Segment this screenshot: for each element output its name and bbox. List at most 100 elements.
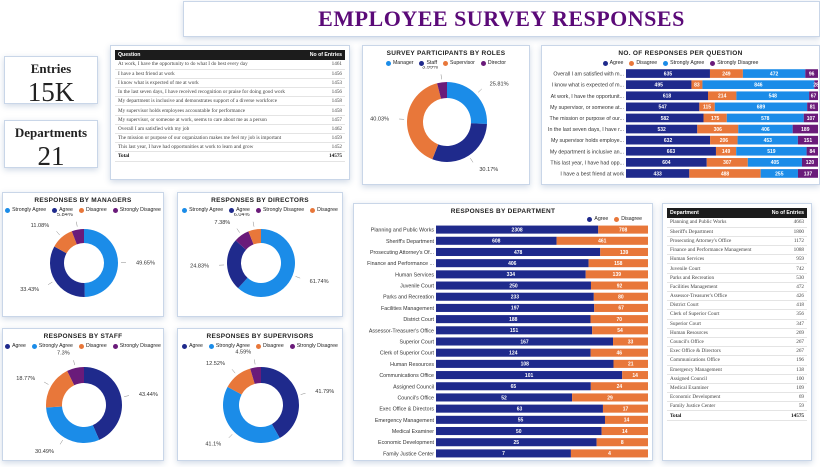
bar-agree[interactable] xyxy=(436,382,591,391)
bar-agree[interactable] xyxy=(436,415,605,424)
donut-slice-director[interactable] xyxy=(437,82,447,99)
table-row[interactable]: Parks and Recreation 530 xyxy=(667,273,807,283)
bar-agree[interactable] xyxy=(626,102,700,112)
directors-legend[interactable]: Strongly Agree Agree Strongly Disagree Disa… xyxy=(178,207,342,213)
supervisors-legend[interactable]: Agree Strongly Agree Disagree Strongly Disa… xyxy=(178,343,342,349)
legend-item-disagree[interactable]: Disagree xyxy=(310,207,338,213)
bar-disagree[interactable] xyxy=(593,292,648,301)
bar-disagree[interactable] xyxy=(594,303,648,312)
legend-item-staff[interactable]: Staff xyxy=(419,60,437,66)
managers-donut-chart[interactable]: 49.65% 33.43% 11.08% 5.84% xyxy=(3,212,164,317)
bar-strongly-disagree[interactable] xyxy=(801,158,818,167)
legend-item-strongly-disagree[interactable]: Strongly Disagree xyxy=(112,207,161,213)
donut-slice-disagree[interactable] xyxy=(46,370,75,408)
donut-slice-strongly-agree[interactable] xyxy=(84,229,119,297)
roles-donut-chart[interactable]: 25.81% 30.17% 40.03% 3.99% xyxy=(363,64,530,185)
bar-agree[interactable] xyxy=(436,426,602,436)
bar-strongly-disagree[interactable] xyxy=(814,80,818,89)
staff-donut-chart[interactable]: 43.44% 30.49% 18.77% 7.3% xyxy=(3,349,164,461)
bar-agree[interactable] xyxy=(436,225,599,234)
donut-slice-disagree[interactable] xyxy=(227,368,255,395)
bar-strongly-agree[interactable] xyxy=(738,124,793,134)
bar-disagree[interactable] xyxy=(590,315,648,324)
table-row[interactable]: Overall I am satisfied with my job 1462 xyxy=(115,124,345,135)
bar-strongly-agree[interactable] xyxy=(736,146,807,156)
bar-disagree[interactable] xyxy=(592,326,648,335)
legend-item-manager[interactable]: Manager xyxy=(385,60,413,66)
bar-disagree[interactable] xyxy=(622,371,648,380)
bar-agree[interactable] xyxy=(436,438,597,447)
bar-agree[interactable] xyxy=(626,146,716,156)
legend-item-director[interactable]: Director xyxy=(480,60,506,66)
bar-disagree[interactable] xyxy=(572,393,648,402)
legend-item-strongly-agree[interactable]: Strongly Agree xyxy=(663,60,704,66)
legend-item-disagree[interactable]: Disagree xyxy=(614,216,642,222)
donut-slice-staff[interactable] xyxy=(432,123,487,162)
donut-slice-agree[interactable] xyxy=(84,367,123,440)
legend-item-disagree[interactable]: Disagree xyxy=(255,343,284,349)
bar-agree[interactable] xyxy=(436,449,571,458)
table-row[interactable]: Assigned Council 100 xyxy=(667,374,807,384)
donut-slice-strongly-agree[interactable] xyxy=(46,406,100,443)
donut-slice-strongly-disagree[interactable] xyxy=(235,231,254,250)
bar-disagree[interactable] xyxy=(601,426,648,436)
bar-disagree[interactable] xyxy=(710,135,738,145)
bar-strongly-agree[interactable] xyxy=(702,80,815,89)
legend-item-strongly-disagree[interactable]: Strongly Disagree xyxy=(255,207,304,213)
bar-disagree[interactable] xyxy=(699,102,715,112)
table-row[interactable]: At work, I have the opportunity to do wh… xyxy=(115,60,345,70)
donut-slice-manager[interactable] xyxy=(447,82,487,125)
roles-legend[interactable]: Manager Staff Supervisor Director xyxy=(363,60,529,66)
department-bar-chart[interactable]: Planning and Public Works 2308 708Sheriff'… xyxy=(354,222,653,461)
bar-agree[interactable] xyxy=(436,404,603,413)
bar-disagree[interactable] xyxy=(697,124,739,134)
table-row[interactable]: Superior Court 347 xyxy=(667,319,807,329)
bar-disagree[interactable] xyxy=(715,146,737,156)
bar-agree[interactable] xyxy=(436,236,557,245)
table-row[interactable]: Council's Office 267 xyxy=(667,337,807,348)
legend-item-strongly-disagree[interactable]: Strongly Disagree xyxy=(289,343,338,349)
bar-agree[interactable] xyxy=(626,169,690,178)
table-row[interactable]: Juvenile Court 742 xyxy=(667,263,807,274)
legend-item-disagree[interactable]: Disagree xyxy=(78,207,107,213)
bar-agree[interactable] xyxy=(626,80,692,89)
supervisors-donut-chart[interactable]: 41.79% 41.1% 12.52% 4.59% xyxy=(178,349,343,461)
question-entries-header[interactable]: No of Entries xyxy=(303,50,345,60)
table-row[interactable]: Facilities Management 472 xyxy=(667,282,807,293)
bar-agree[interactable] xyxy=(626,124,698,134)
bar-strongly-agree[interactable] xyxy=(726,113,804,123)
table-row[interactable]: Sheriff's Department 1800 xyxy=(667,227,807,237)
legend-item-strongly-agree[interactable]: Strongly Agree xyxy=(182,207,223,213)
donut-slice-strongly-disagree[interactable] xyxy=(250,367,261,384)
bar-strongly-disagree[interactable] xyxy=(803,113,818,123)
table-row[interactable]: Family Justice Center 59 xyxy=(667,401,807,412)
question-header[interactable]: Question xyxy=(115,50,304,60)
bar-agree[interactable] xyxy=(626,91,709,101)
bar-strongly-agree[interactable] xyxy=(736,91,810,101)
bar-agree[interactable] xyxy=(436,359,614,368)
bar-disagree[interactable] xyxy=(691,80,703,89)
table-row[interactable]: Communications Office 196 xyxy=(667,355,807,366)
bar-disagree[interactable] xyxy=(590,382,648,391)
legend-item-agree[interactable]: Agree xyxy=(52,207,73,213)
table-row[interactable]: My supervisor holds employees accountabl… xyxy=(115,105,345,116)
staff-legend[interactable]: Agree Strongly Agree Disagree Strongly Disa… xyxy=(3,343,163,349)
legend-item-strongly-agree[interactable]: Strongly Agree xyxy=(208,343,250,349)
table-row[interactable]: This last year, I have had opportunities… xyxy=(115,142,345,153)
bar-agree[interactable] xyxy=(626,135,711,145)
bar-agree[interactable] xyxy=(436,247,601,257)
bar-disagree[interactable] xyxy=(556,236,648,245)
legend-item-disagree[interactable]: Disagree xyxy=(629,60,657,66)
legend-item-agree[interactable]: Agree xyxy=(182,343,203,349)
bar-strongly-agree[interactable] xyxy=(737,135,798,145)
bar-strongly-disagree[interactable] xyxy=(792,124,818,134)
donut-slice-strongly-agree[interactable] xyxy=(223,386,280,443)
bar-agree[interactable] xyxy=(436,270,586,279)
table-row[interactable]: The mission or purpose of our organizati… xyxy=(115,133,345,144)
legend-item-agree[interactable]: Agree xyxy=(587,216,608,222)
table-row[interactable]: Planning and Public Works 4663 xyxy=(667,218,807,228)
donut-slice-agree[interactable] xyxy=(227,240,248,289)
table-row[interactable]: Assessor-Treasurer's Office 426 xyxy=(667,291,807,302)
donut-slice-strongly-disagree[interactable] xyxy=(67,367,84,386)
bar-agree[interactable] xyxy=(436,371,623,380)
